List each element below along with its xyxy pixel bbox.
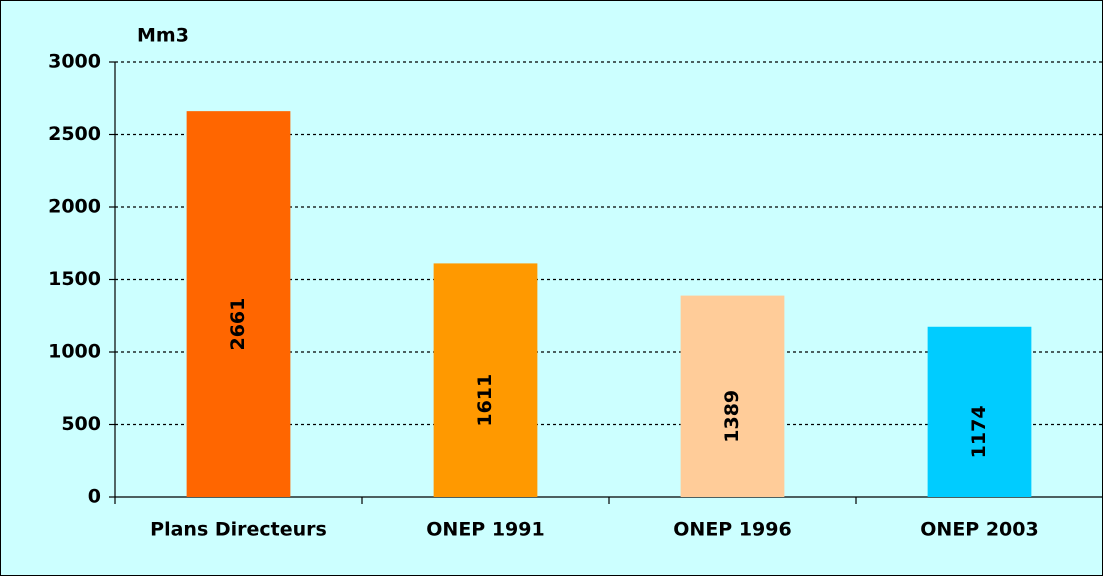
bar: [927, 326, 1032, 497]
y-axis-label: Mm3: [137, 25, 189, 47]
x-tick-label: ONEP 1991: [426, 519, 544, 541]
y-tick-label: 1000: [48, 341, 101, 363]
y-tick-label: 1500: [48, 268, 101, 290]
x-tick-label: ONEP 1996: [673, 519, 791, 541]
y-tick-label: 500: [61, 413, 101, 435]
bar: [186, 111, 291, 497]
value-label: 1611: [474, 374, 496, 427]
y-tick-label: 2000: [48, 196, 101, 218]
y-tick-label: 0: [88, 486, 101, 508]
value-label: 1174: [968, 405, 990, 458]
y-tick-label: 3000: [48, 51, 101, 73]
bar: [680, 295, 785, 497]
y-tick-label: 2500: [48, 123, 101, 145]
bar: [433, 263, 538, 497]
value-label: 2661: [227, 298, 249, 351]
x-tick-label: ONEP 2003: [920, 519, 1038, 541]
value-label: 1389: [721, 390, 743, 443]
x-tick-label: Plans Directeurs: [150, 519, 327, 541]
